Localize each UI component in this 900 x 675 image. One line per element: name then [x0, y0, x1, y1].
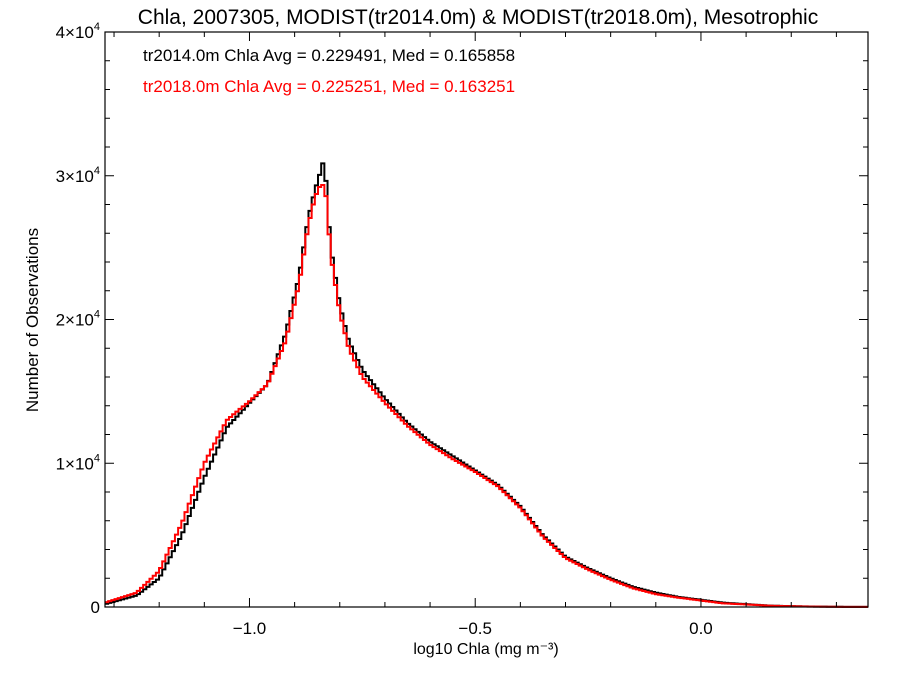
x-tick-label-3: 0.0: [689, 619, 713, 638]
x-axis-label: log10 Chla (mg m⁻³): [413, 641, 558, 658]
y-tick-label-3: 2×104: [56, 309, 100, 330]
legend-entry-2: tr2018.0m Chla Avg = 0.225251, Med = 0.1…: [143, 77, 515, 96]
y-tick-label-2: 1×104: [56, 452, 100, 473]
y-tick-label-1: 0: [91, 598, 100, 617]
y-axis-label: Number of Observations: [23, 228, 42, 412]
chart-title: Chla, 2007305, MODIST(tr2014.0m) & MODIS…: [138, 6, 818, 29]
y-tick-label-5: 4×104: [56, 21, 100, 42]
x-tick-label-1: −1.0: [233, 619, 267, 638]
histogram-series-1: [105, 162, 868, 608]
y-tick-label-4: 3×104: [56, 165, 100, 186]
plot-area: [105, 162, 868, 608]
plot-frame: [104, 31, 869, 608]
x-tick-label-2: −0.5: [458, 619, 492, 638]
legend-entry-1: tr2014.0m Chla Avg = 0.229491, Med = 0.1…: [143, 46, 515, 65]
histogram-series-2: [105, 183, 868, 608]
